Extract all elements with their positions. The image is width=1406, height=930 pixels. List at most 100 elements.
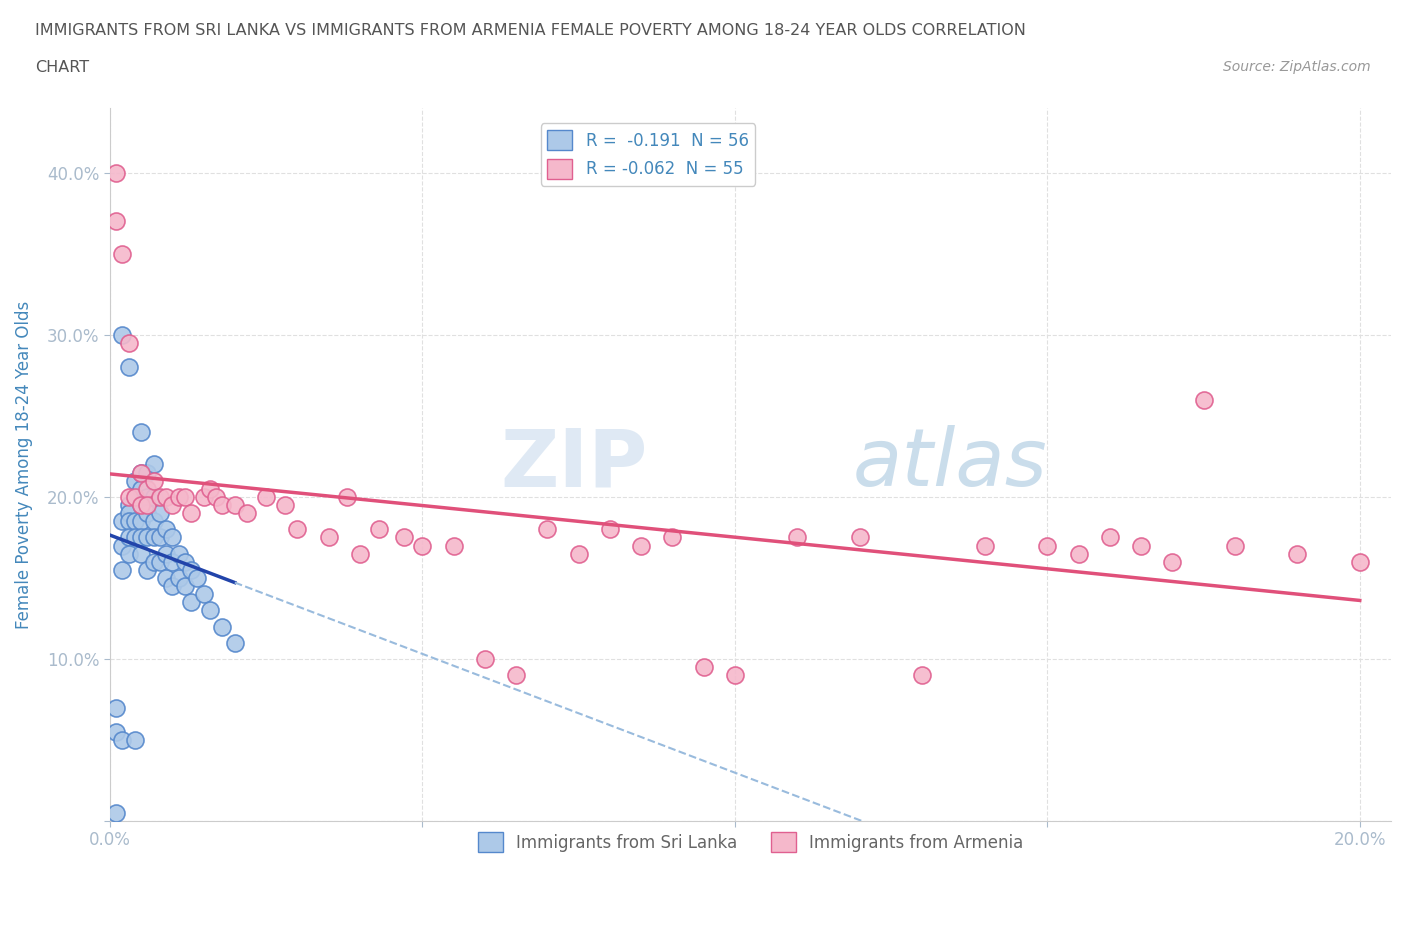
Point bbox=[136, 465, 159, 480]
Text: IMMIGRANTS FROM SRI LANKA VS IMMIGRANTS FROM ARMENIA FEMALE POVERTY AMONG 18-24 : IMMIGRANTS FROM SRI LANKA VS IMMIGRANTS … bbox=[35, 23, 1026, 38]
Point bbox=[692, 659, 714, 674]
Point bbox=[149, 506, 172, 521]
Point bbox=[193, 489, 215, 504]
Point bbox=[111, 327, 134, 342]
Point bbox=[124, 733, 146, 748]
Point bbox=[205, 489, 228, 504]
Point bbox=[117, 336, 139, 351]
Point bbox=[911, 668, 934, 683]
Point bbox=[392, 530, 415, 545]
Point bbox=[129, 465, 152, 480]
Point bbox=[129, 530, 152, 545]
Point bbox=[630, 538, 652, 553]
Point bbox=[142, 513, 165, 528]
Point bbox=[105, 166, 128, 180]
Point bbox=[1161, 554, 1184, 569]
Point bbox=[149, 530, 172, 545]
Text: ZIP: ZIP bbox=[501, 426, 648, 503]
Point bbox=[129, 482, 152, 497]
Point bbox=[111, 563, 134, 578]
Point bbox=[661, 530, 683, 545]
Point bbox=[142, 489, 165, 504]
Point bbox=[129, 465, 152, 480]
Point bbox=[474, 652, 496, 667]
Point bbox=[1348, 554, 1371, 569]
Point bbox=[224, 498, 246, 512]
Point bbox=[173, 578, 195, 593]
Point bbox=[111, 733, 134, 748]
Point bbox=[173, 489, 195, 504]
Point bbox=[285, 522, 308, 537]
Point bbox=[117, 513, 139, 528]
Point bbox=[111, 538, 134, 553]
Point bbox=[105, 805, 128, 820]
Point bbox=[111, 513, 134, 528]
Point bbox=[336, 489, 359, 504]
Point bbox=[136, 530, 159, 545]
Point bbox=[129, 513, 152, 528]
Point bbox=[211, 619, 233, 634]
Point bbox=[149, 489, 172, 504]
Point bbox=[129, 425, 152, 440]
Point bbox=[149, 554, 172, 569]
Point bbox=[236, 506, 259, 521]
Point bbox=[105, 700, 128, 715]
Point bbox=[124, 513, 146, 528]
Point bbox=[136, 498, 159, 512]
Point bbox=[274, 498, 297, 512]
Point bbox=[505, 668, 527, 683]
Point bbox=[973, 538, 995, 553]
Legend: Immigrants from Sri Lanka, Immigrants from Armenia: Immigrants from Sri Lanka, Immigrants fr… bbox=[471, 825, 1029, 859]
Point bbox=[1098, 530, 1121, 545]
Point bbox=[105, 724, 128, 739]
Point bbox=[117, 360, 139, 375]
Point bbox=[724, 668, 747, 683]
Point bbox=[167, 489, 190, 504]
Point bbox=[162, 578, 184, 593]
Text: atlas: atlas bbox=[853, 426, 1047, 503]
Point bbox=[786, 530, 808, 545]
Point bbox=[254, 489, 277, 504]
Y-axis label: Female Poverty Among 18-24 Year Olds: Female Poverty Among 18-24 Year Olds bbox=[15, 300, 32, 629]
Point bbox=[124, 473, 146, 488]
Point bbox=[198, 482, 221, 497]
Point bbox=[162, 554, 184, 569]
Point bbox=[1130, 538, 1153, 553]
Point bbox=[1286, 546, 1309, 561]
Point bbox=[142, 473, 165, 488]
Point bbox=[567, 546, 589, 561]
Point bbox=[180, 595, 202, 610]
Point bbox=[117, 489, 139, 504]
Point bbox=[1036, 538, 1059, 553]
Point bbox=[849, 530, 872, 545]
Point bbox=[1192, 392, 1215, 407]
Point bbox=[443, 538, 465, 553]
Point bbox=[124, 489, 146, 504]
Point bbox=[129, 498, 152, 512]
Point bbox=[136, 506, 159, 521]
Point bbox=[167, 546, 190, 561]
Point bbox=[136, 482, 159, 497]
Point bbox=[117, 530, 139, 545]
Point bbox=[180, 506, 202, 521]
Point bbox=[105, 214, 128, 229]
Point bbox=[136, 489, 159, 504]
Point bbox=[155, 489, 177, 504]
Point bbox=[111, 246, 134, 261]
Point bbox=[124, 489, 146, 504]
Point bbox=[162, 498, 184, 512]
Point bbox=[124, 530, 146, 545]
Point bbox=[318, 530, 340, 545]
Point bbox=[162, 530, 184, 545]
Point bbox=[367, 522, 389, 537]
Point bbox=[1067, 546, 1090, 561]
Point bbox=[536, 522, 558, 537]
Point bbox=[129, 498, 152, 512]
Point bbox=[155, 570, 177, 585]
Text: Source: ZipAtlas.com: Source: ZipAtlas.com bbox=[1223, 60, 1371, 74]
Point bbox=[211, 498, 233, 512]
Point bbox=[117, 498, 139, 512]
Point bbox=[599, 522, 621, 537]
Point bbox=[193, 587, 215, 602]
Point bbox=[142, 530, 165, 545]
